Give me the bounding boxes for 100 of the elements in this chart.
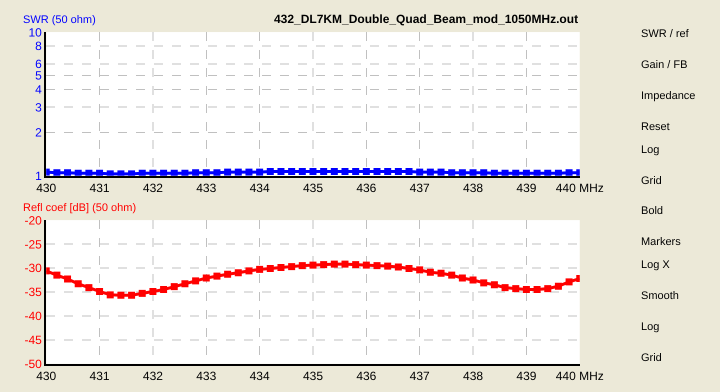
y-axis-title: SWR (50 ohm) (23, 14, 96, 26)
x-tick-label: 431 (90, 369, 110, 384)
x-tick-label: 433 (196, 369, 217, 384)
point (74, 280, 82, 288)
point (502, 284, 509, 292)
x-tick-label: 440 MHz (556, 181, 604, 196)
point (384, 262, 392, 270)
y-tick-label: 4 (35, 82, 42, 96)
x-tick-label: 434 (250, 369, 270, 384)
text: Reset (641, 121, 670, 133)
y-tick-label: 8 (35, 39, 42, 54)
point (522, 286, 530, 294)
point (64, 276, 72, 283)
text: Bold (641, 205, 664, 217)
point (53, 272, 60, 279)
x-tick-label: 436 (356, 181, 377, 196)
text: Impedance (641, 90, 696, 102)
x-tick-label: 432 (142, 181, 164, 196)
point (160, 286, 168, 294)
point (288, 263, 296, 270)
point (149, 288, 156, 295)
y-tick-label: -25 (24, 237, 42, 252)
x-tick-label: 435 (302, 181, 324, 196)
point (352, 261, 360, 268)
point (234, 269, 242, 276)
point (213, 272, 220, 280)
y-tick-label: -50 (24, 356, 42, 371)
point (544, 285, 552, 292)
point (448, 272, 456, 279)
text: Smooth (641, 290, 679, 302)
point (256, 266, 264, 273)
y-tick-label: 2 (35, 126, 42, 140)
y-tick-label: -45 (24, 333, 42, 348)
point (470, 276, 477, 284)
text: Gain / FB (641, 59, 688, 71)
y-tick-label: 6 (35, 57, 42, 72)
point (341, 260, 348, 268)
x-tick-label: 438 (463, 181, 484, 196)
y-tick-label: -40 (24, 309, 42, 324)
point (426, 268, 434, 276)
x-tick-label: 435 (302, 369, 324, 384)
point (117, 292, 124, 299)
point (416, 266, 424, 274)
text: Log (641, 144, 660, 156)
x-tick-label: 430 (36, 181, 57, 196)
y-tick-label: -35 (24, 285, 42, 300)
y-tick-label: 5 (35, 68, 42, 83)
y-tick-label: 10 (28, 25, 42, 40)
y-tick-label: -20 (24, 213, 42, 228)
x-tick-label: 430 (36, 369, 57, 384)
point (224, 270, 232, 278)
x-tick-label: 431 (90, 181, 110, 196)
text: Markers (641, 236, 682, 248)
text: Grid (641, 175, 662, 187)
point (128, 292, 136, 299)
text: Grid (641, 352, 662, 364)
point (170, 283, 178, 290)
x-tick-label: 439 (516, 181, 537, 196)
point (245, 267, 252, 274)
point (85, 284, 92, 292)
x-tick-label: 436 (356, 369, 377, 384)
x-tick-label: 434 (250, 181, 270, 196)
point (277, 264, 284, 272)
y-tick-label: 1 (35, 168, 42, 183)
point (554, 282, 562, 290)
x-tick-label: 439 (516, 369, 537, 384)
point (480, 279, 488, 286)
point (566, 278, 573, 286)
point (138, 290, 146, 297)
point (192, 277, 200, 284)
point (330, 260, 338, 268)
point (266, 264, 274, 272)
point (374, 262, 381, 270)
point (202, 274, 210, 282)
point (106, 291, 114, 298)
point (298, 262, 306, 270)
chart-title: 432_DL7KM_Double_Quad_Beam_mod_1050MHz.out (274, 12, 578, 26)
x-tick-label: 440 MHz (556, 369, 604, 384)
point (512, 285, 520, 292)
point (458, 274, 466, 282)
point (181, 280, 188, 288)
point (438, 270, 445, 277)
text: Log (641, 321, 660, 333)
point (309, 262, 316, 269)
x-tick-label: 437 (410, 369, 430, 384)
y-tick-label: -30 (24, 261, 42, 276)
x-tick-label: 432 (142, 369, 164, 384)
text: SWR / ref (641, 28, 690, 40)
text: Log X (641, 259, 670, 271)
x-tick-label: 433 (196, 181, 217, 196)
point (406, 264, 413, 272)
point (490, 281, 498, 288)
point (96, 288, 104, 295)
x-tick-label: 438 (463, 369, 484, 384)
point (362, 262, 370, 269)
y-tick-label: 3 (35, 100, 42, 114)
point (394, 264, 402, 271)
point (320, 261, 328, 268)
y-axis-title: Refl coef [dB] (50 ohm) (23, 202, 136, 214)
point (534, 286, 541, 294)
